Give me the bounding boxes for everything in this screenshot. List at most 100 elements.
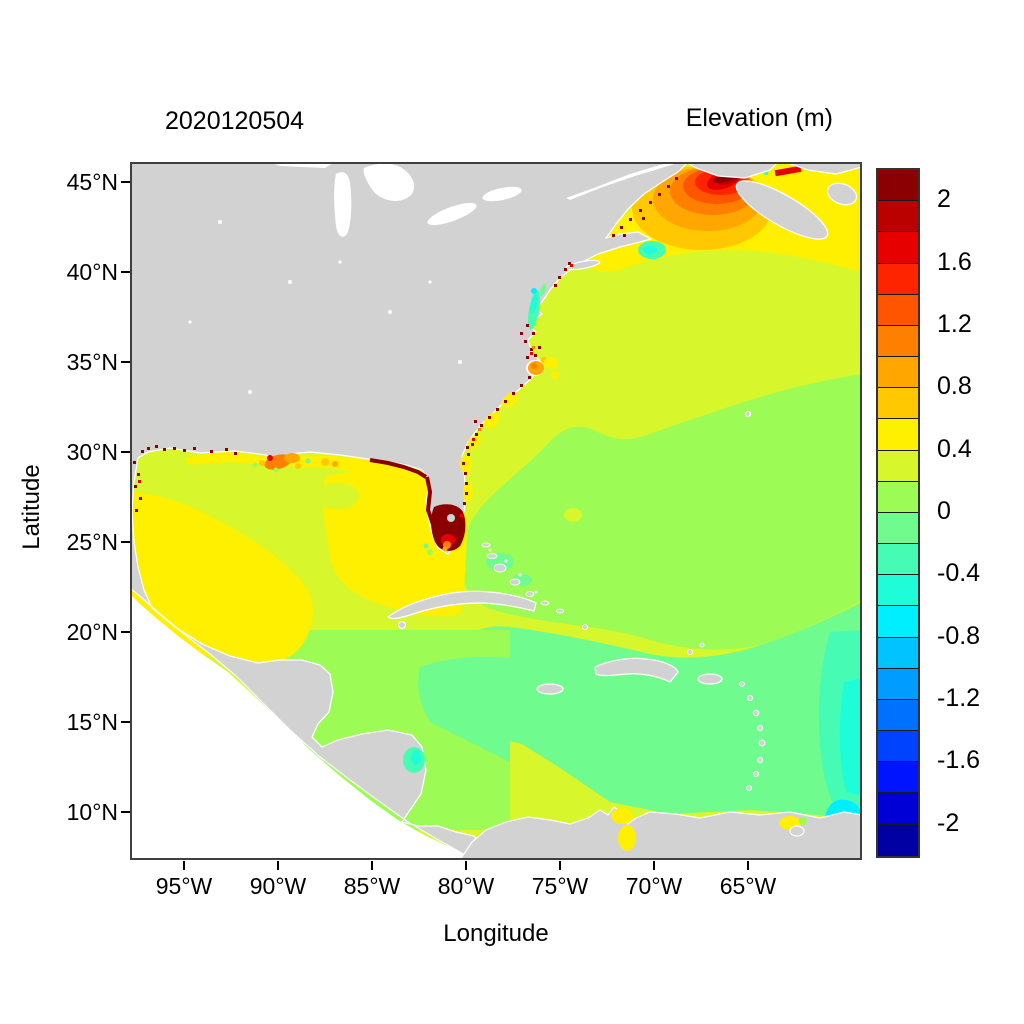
maracaibo-yellow-patch — [618, 825, 636, 851]
y-tick-label: 35°N — [66, 349, 118, 375]
island-hispaniola — [594, 657, 679, 683]
island-long-island — [565, 259, 601, 271]
x-axis-title: Longitude — [443, 920, 549, 947]
venezuela-fringe — [631, 809, 641, 817]
colorbar-segment — [878, 512, 918, 545]
y-tick-label: 45°N — [66, 169, 118, 195]
x-tick-mark — [653, 861, 655, 870]
x-tick-label: 95°W — [155, 873, 213, 899]
panama-teal-core — [411, 751, 421, 765]
x-tick-mark — [371, 861, 373, 870]
ocean-cayman — [418, 656, 510, 762]
y-tick-mark — [121, 631, 130, 633]
colorbar-segment — [878, 201, 918, 233]
x-tick-label: 65°W — [719, 873, 777, 899]
x-tick-label: 75°W — [531, 873, 589, 899]
colorbar-segment — [878, 668, 918, 700]
y-tick-label: 15°N — [66, 709, 118, 735]
colorbar-segment — [878, 481, 918, 513]
y-tick-label: 25°N — [66, 529, 118, 555]
island-nova-scotia — [735, 180, 829, 240]
y-tick-label: 40°N — [66, 259, 118, 285]
colorbar-segment — [878, 294, 918, 326]
y-tick-mark — [121, 541, 130, 543]
land-top-right-sliver — [784, 162, 862, 175]
land-south-america — [459, 806, 862, 860]
island-jamaica — [536, 683, 564, 695]
colorbar-tick-label: 1.2 — [937, 309, 972, 338]
y-tick-mark — [121, 721, 130, 723]
island-isle-of-youth — [397, 620, 407, 630]
y-tick-label: 30°N — [66, 439, 118, 465]
trinidad-fringe — [799, 817, 807, 825]
colorbar-segment — [878, 793, 918, 825]
x-tick-mark — [465, 861, 467, 870]
colorbar-tick-label: -1.6 — [937, 746, 981, 775]
x-tick-mark — [277, 861, 279, 870]
plot-border — [130, 162, 862, 860]
colorbar-segment — [878, 762, 918, 794]
x-tick-label: 70°W — [625, 873, 683, 899]
ocean-atlantic-lightgreen — [461, 374, 862, 650]
coastal-speckles — [133, 177, 678, 512]
st-lawrence-river — [566, 162, 682, 200]
colorbar-segment — [878, 731, 918, 763]
land-new-brunswick — [684, 162, 779, 179]
colorbar-segment — [878, 575, 918, 607]
y-tick-mark — [121, 361, 130, 363]
x-tick-mark — [183, 861, 185, 870]
colorbar-tick-label: 0.4 — [937, 434, 972, 463]
y-tick-label: 20°N — [66, 619, 118, 645]
colorbar-segment — [878, 388, 918, 420]
colorbar-segment — [878, 419, 918, 451]
colorbar-segment — [878, 699, 918, 732]
ocean-caribbean-springgreen — [418, 602, 862, 816]
colorbar-tick-label: 0.8 — [937, 372, 972, 401]
colorbar-tick-label: -1.2 — [937, 684, 981, 713]
plot-title-datestamp: 2020120504 — [165, 107, 305, 135]
y-tick-mark — [121, 271, 130, 273]
island-trinidad — [789, 825, 805, 837]
lake-ontario — [482, 186, 522, 202]
y-tick-mark — [121, 181, 130, 183]
y-tick-label: 10°N — [66, 799, 118, 825]
gulf-inclusion — [315, 483, 359, 509]
colorbar-tick-label: -2 — [937, 808, 960, 837]
ocean-turquoise-sliver — [839, 678, 862, 796]
x-tick-label: 80°W — [437, 873, 495, 899]
colorbar-tick-label: 0 — [937, 497, 951, 525]
colorbar-tick-label: 1.6 — [937, 247, 972, 276]
colorbar-segment — [878, 263, 918, 295]
lake-erie — [427, 202, 477, 226]
colorbar-segment — [878, 450, 918, 482]
colorbar-segment — [878, 606, 918, 638]
gulf-west-yellow — [130, 492, 313, 666]
island-bermuda — [744, 410, 752, 418]
venezuela-yellow-patch — [611, 808, 633, 824]
lakes-group — [188, 162, 682, 394]
colorbar-tick-label: -0.8 — [937, 621, 981, 650]
colorbar-segment — [878, 824, 918, 856]
lake-michigan — [334, 172, 352, 237]
lake-huron — [363, 163, 415, 201]
hatteras-warm-patches — [460, 357, 559, 502]
x-tick-label: 90°W — [249, 873, 307, 899]
pacific-outside-domain — [130, 594, 478, 860]
island-cape-breton — [826, 182, 858, 206]
colorbar-tick-label: 2 — [937, 185, 951, 214]
colorbar-segment — [878, 544, 918, 576]
x-tick-mark — [747, 861, 749, 870]
cape-cod-teal-core — [643, 246, 657, 254]
lesser-antilles-group — [739, 681, 766, 791]
florida-flood-patch — [369, 458, 466, 555]
y-tick-mark — [121, 451, 130, 453]
y-tick-mark — [121, 811, 130, 813]
bahamas-group — [481, 542, 705, 655]
colorbar — [876, 168, 920, 858]
colorbar-segment — [878, 232, 918, 264]
ocean-inclusion-spot — [564, 508, 582, 522]
x-tick-label: 85°W — [343, 873, 401, 899]
delta-warm-cluster — [252, 453, 338, 473]
colorbar-tick-label: -0.4 — [937, 559, 981, 588]
